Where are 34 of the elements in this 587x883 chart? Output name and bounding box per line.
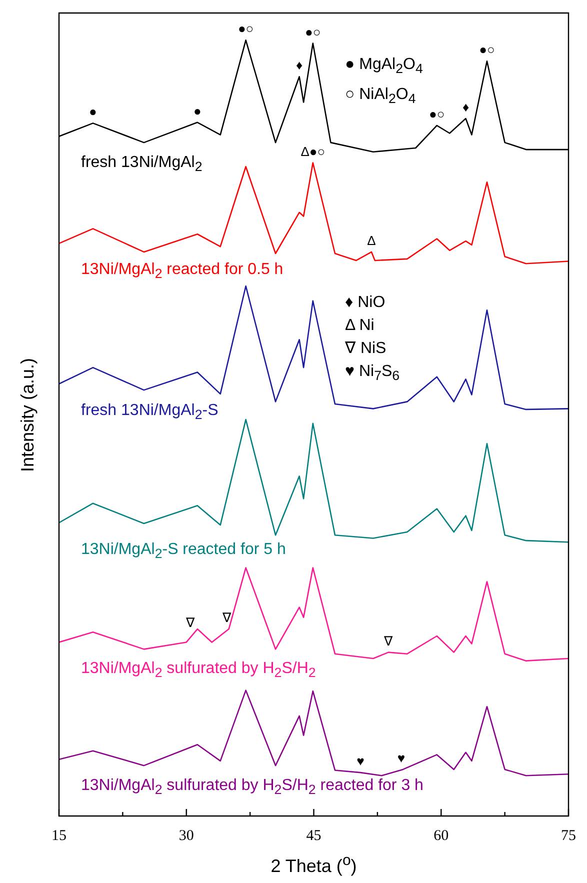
x-axis-title: 2 Theta ($^{o}$) <box>270 852 358 877</box>
x-tick-label: 45 <box>306 828 322 844</box>
x-tick-label: 75 <box>561 828 576 844</box>
annotation: ●○ <box>479 42 495 58</box>
annotation: Δ <box>367 233 376 248</box>
series-label: fresh 13Ni/MgAl$_{2}$ <box>81 154 202 177</box>
x-tick-label: 60 <box>434 828 449 844</box>
annotation: ∇ <box>185 614 196 630</box>
annotation: ∇ <box>382 633 393 648</box>
annotation: ● <box>193 103 202 118</box>
series-label: fresh 13Ni/MgAl$_{2}$-S <box>81 402 218 424</box>
annotation: ∇ NiS <box>345 340 386 358</box>
annotation: ○ NiAl$_{2}$O$_{4}$ <box>345 86 416 108</box>
annotation: ● <box>89 104 97 120</box>
series-label: 13Ni/MgAl$_{2}$ sulfurated by H$_{2}$S/H$_{2}$ <box>81 660 316 682</box>
annotation: ♦ <box>296 58 303 73</box>
annotation: Δ Ni <box>345 317 374 335</box>
annotation: ● MgAl$_{2}$O$_{4}$ <box>345 56 423 78</box>
x-tick-label: 30 <box>178 828 194 844</box>
annotation: ●○ <box>305 24 321 40</box>
annotation: ♥ <box>397 750 406 766</box>
annotation: ●○ <box>429 106 445 122</box>
series-label: 13Ni/MgAl$_{2}$ reacted for 0.5 h <box>81 261 284 284</box>
annotation: ♥ Ni$_{7}$S$_{6}$ <box>345 363 400 386</box>
annotation: ∇ <box>222 610 232 626</box>
annotation: Δ●○ <box>300 144 326 159</box>
y-axis-title: Intensity (a.u.) <box>18 357 38 472</box>
series-label: 13Ni/MgAl$_{2}$-S reacted for 5 h <box>81 540 286 563</box>
annotation: ♦ <box>462 100 470 115</box>
series-label: 13Ni/MgAl$_{2}$ sulfurated by H$_{2}$S/H$_{2}$ reacted for 3 h <box>81 777 424 800</box>
annotation: ♦ NiO <box>345 294 386 312</box>
annotation: ♥ <box>356 754 365 769</box>
x-tick-label: 15 <box>52 828 66 844</box>
annotation: ●○ <box>238 21 254 36</box>
